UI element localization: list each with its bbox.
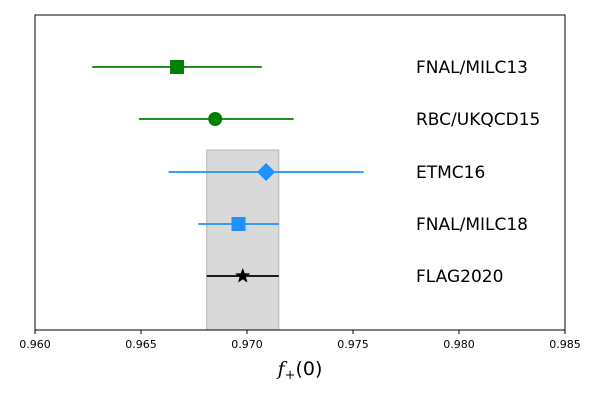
x-tick-label: 0.975 <box>337 338 369 351</box>
row-label-rbc-ukqcd15: RBC/UKQCD15 <box>416 110 540 130</box>
marker-flag2020 <box>235 268 251 283</box>
x-axis-label-subscript: + <box>285 368 296 383</box>
x-tick-label: 0.970 <box>231 338 263 351</box>
x-tick-label: 0.960 <box>19 338 51 351</box>
marker-fnal-milc18 <box>231 217 246 231</box>
marker-rbc-ukqcd15 <box>208 112 223 126</box>
x-tick-label: 0.965 <box>125 338 157 351</box>
x-axis-label-main: f <box>276 358 288 380</box>
row-label-fnal-milc18: FNAL/MILC18 <box>416 215 528 235</box>
x-tick-label: 0.980 <box>443 338 475 351</box>
marker-etmc16 <box>257 163 276 181</box>
row-label-fnal-milc13: FNAL/MILC13 <box>416 58 528 78</box>
row-label-flag2020: FLAG2020 <box>416 267 503 287</box>
x-axis-label-rest: (0) <box>296 358 323 380</box>
x-tick-label: 0.985 <box>549 338 581 351</box>
marker-fnal-milc13 <box>170 60 185 74</box>
plot-frame <box>34 14 566 331</box>
x-axis-label: f+(0) <box>276 358 323 383</box>
row-label-etmc16: ETMC16 <box>416 163 485 183</box>
